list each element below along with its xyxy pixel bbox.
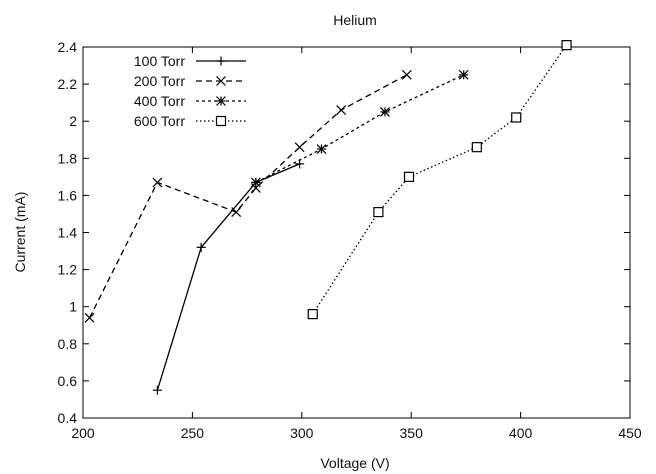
legend-item: 400 Torr [134, 93, 246, 109]
data-point [152, 385, 162, 395]
y-tick-label: 1.2 [58, 262, 78, 278]
data-point [401, 69, 412, 80]
chart-title: Helium [333, 12, 377, 28]
data-point [84, 312, 95, 323]
y-tick-label: 1.8 [58, 150, 78, 166]
data-point [511, 112, 522, 123]
y-tick-label: 0.6 [58, 373, 78, 389]
y-tick-label: 2.2 [58, 76, 78, 92]
data-point [373, 206, 384, 218]
data-point [471, 142, 482, 153]
data-point [403, 171, 415, 182]
legend-label: 600 Torr [134, 113, 185, 129]
legend-label: 400 Torr [134, 93, 185, 109]
data-point [458, 69, 469, 80]
legend-item: 100 Torr [134, 53, 246, 69]
y-tick-label: 1.6 [58, 187, 78, 203]
x-tick-label: 300 [290, 425, 314, 441]
x-tick-label: 400 [509, 425, 533, 441]
legend-item: 600 Torr [134, 113, 246, 129]
series-line [156, 163, 300, 391]
series-line [255, 74, 464, 183]
series-line [89, 74, 408, 319]
legend-item: 200 Torr [134, 73, 246, 89]
legend-marker [216, 76, 226, 86]
series-400-torr [250, 69, 469, 188]
data-point [250, 177, 261, 188]
legend: 100 Torr 200 Torr 400 Torr 600 Torr [134, 53, 246, 129]
legend-label: 200 Torr [134, 73, 185, 89]
data-point [196, 242, 206, 252]
plot-series [84, 40, 572, 395]
y-tick-label: 0.4 [58, 410, 78, 426]
x-tick-label: 250 [181, 425, 205, 441]
series-600-torr [307, 40, 572, 320]
data-point [294, 142, 305, 153]
series-line [312, 44, 568, 315]
legend-label: 100 Torr [134, 53, 185, 69]
data-point [316, 144, 327, 154]
data-point [152, 177, 163, 188]
x-tick-label: 200 [71, 425, 95, 441]
data-point [307, 309, 318, 320]
y-axis-label: Current (mA) [12, 192, 28, 273]
y-tick-label: 2 [69, 113, 77, 129]
legend-marker [216, 56, 226, 66]
x-axis-label: Voltage (V) [320, 455, 389, 471]
data-point [231, 207, 242, 218]
legend-marker [215, 115, 227, 127]
y-tick-label: 1.4 [58, 225, 78, 241]
y-tick-label: 2.4 [58, 39, 78, 55]
data-point [336, 105, 347, 115]
series-100-torr [152, 159, 305, 395]
data-point [561, 40, 572, 51]
data-point [380, 107, 390, 117]
y-tick-label: 0.8 [58, 336, 78, 352]
legend-marker [216, 96, 226, 106]
y-tick-label: 1 [69, 299, 77, 315]
x-tick-label: 350 [400, 425, 424, 441]
axes: 200 250 300 350 400 450 0.4 0.6 0.8 1 1.2 1.4 1.6 1.8… [58, 39, 642, 441]
x-tick-label: 450 [618, 425, 642, 441]
